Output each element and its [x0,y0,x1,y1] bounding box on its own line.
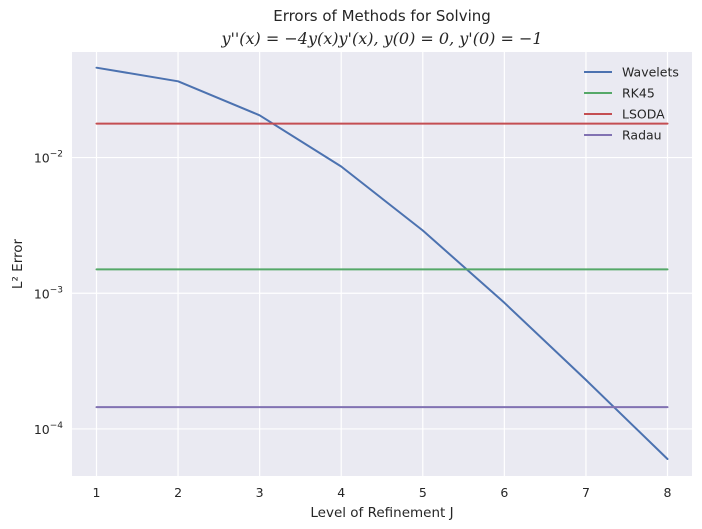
x-tick-label: 3 [256,485,264,500]
series-lines [95,66,669,460]
x-tick-label: 1 [92,485,100,500]
legend-label-wavelets: Wavelets [622,65,679,80]
chart-subtitle: y''(x) = −4y(x)y'(x), y(0) = 0, y'(0) = … [220,29,542,48]
x-tick-label: 5 [419,485,427,500]
legend-label-radau: Radau [622,128,662,143]
x-tick-label: 7 [582,485,590,500]
x-tick-labels: 1 2 3 4 5 6 7 8 [92,485,671,500]
chart-title: Errors of Methods for Solving [273,7,491,25]
y-axis-label: L² Error [10,238,26,289]
x-tick-label: 4 [337,485,345,500]
legend-label-lsoda: LSODA [622,107,665,122]
y-tick-label: 10−2 [34,150,63,166]
x-axis-label: Level of Refinement J [310,505,453,521]
x-tick-label: 6 [500,485,508,500]
legend-label-rk45: RK45 [622,86,655,101]
plot-area [72,52,692,476]
y-tick-label: 10−3 [34,285,63,301]
series-line-wavelets [95,66,669,460]
legend: Wavelets RK45 LSODA Radau [584,65,679,143]
x-tick-label: 2 [174,485,182,500]
x-tick-label: 8 [664,485,672,500]
y-tick-labels: 10−4 10−3 10−2 [34,150,63,437]
y-tick-label: 10−4 [34,421,63,437]
